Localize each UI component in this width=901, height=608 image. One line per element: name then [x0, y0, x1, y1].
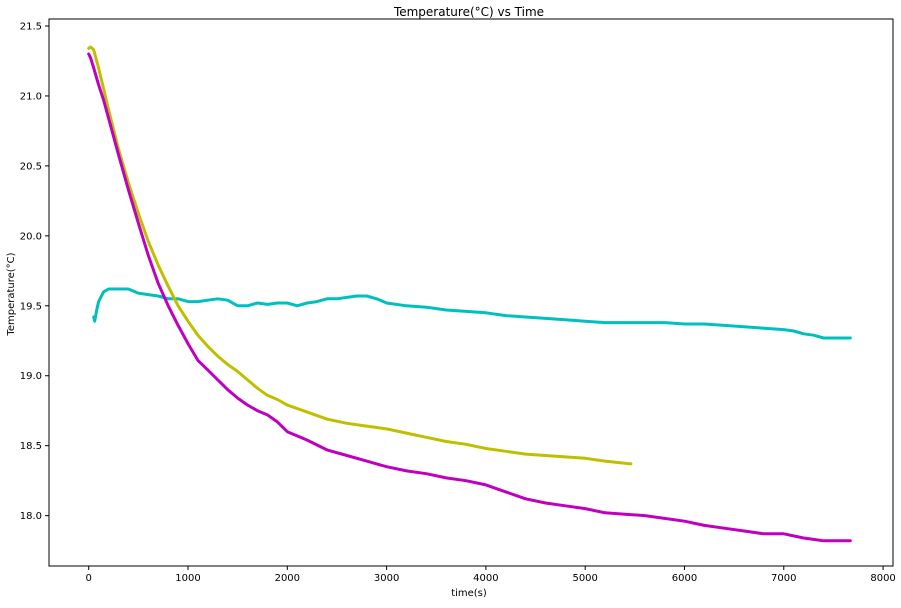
x-tick-label: 5000 — [572, 573, 597, 584]
x-tick-label: 8000 — [870, 573, 895, 584]
y-tick-label: 20.0 — [20, 231, 42, 242]
x-axis-ticks: 0 1000 2000 3000 4000 5000 6000 7000 8000 — [86, 566, 896, 584]
series-layer — [87, 45, 852, 543]
x-tick-label: 6000 — [672, 573, 697, 584]
y-axis-ticks: 18.0 18.5 19.0 19.5 20.0 20.5 21.0 21.5 — [20, 21, 49, 522]
y-axis-label: Temperature(°C) — [6, 252, 17, 336]
x-tick-label: 1000 — [175, 573, 200, 584]
y-tick-label: 18.5 — [20, 441, 42, 452]
x-tick-label: 0 — [86, 573, 92, 584]
y-tick-label: 21.5 — [20, 21, 42, 32]
y-tick-label: 20.5 — [20, 161, 42, 172]
x-tick-label: 2000 — [275, 573, 300, 584]
chart-title: Temperature(°C) vs Time — [393, 5, 544, 19]
y-tick-label: 19.5 — [20, 301, 42, 312]
series-line-1 — [92, 287, 852, 340]
y-tick-label: 21.0 — [20, 91, 42, 102]
series-line-2 — [87, 45, 633, 466]
plot-frame — [48, 18, 894, 567]
x-axis-label: time(s) — [451, 588, 487, 599]
series-line-3 — [87, 52, 852, 543]
x-tick-label: 4000 — [473, 573, 498, 584]
x-tick-label: 3000 — [374, 573, 399, 584]
x-tick-label: 7000 — [771, 573, 796, 584]
y-tick-label: 18.0 — [20, 511, 42, 522]
y-tick-label: 19.0 — [20, 371, 42, 382]
